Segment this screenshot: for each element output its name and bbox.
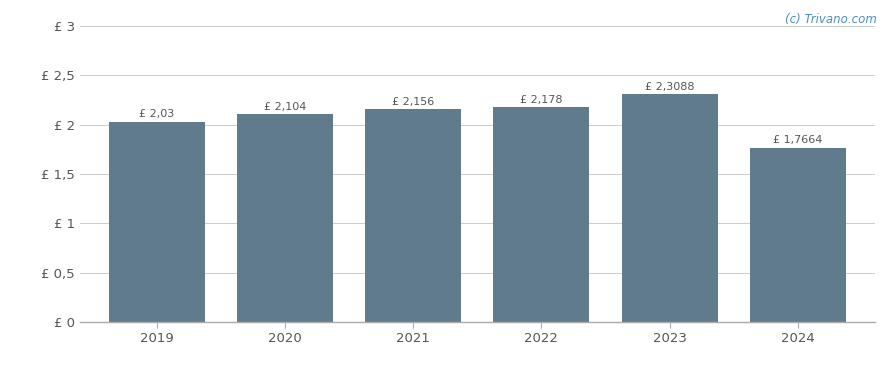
- Text: £ 1,7664: £ 1,7664: [773, 135, 822, 145]
- Bar: [749, 148, 846, 322]
- Text: £ 2,104: £ 2,104: [264, 102, 306, 112]
- Bar: [622, 94, 718, 322]
- Text: £ 2,178: £ 2,178: [520, 95, 563, 105]
- Text: £ 2,3088: £ 2,3088: [645, 82, 694, 92]
- Text: £ 2,156: £ 2,156: [392, 97, 434, 107]
- Bar: [237, 114, 333, 322]
- Text: (c) Trivano.com: (c) Trivano.com: [786, 13, 877, 26]
- Bar: [494, 107, 590, 322]
- Bar: [108, 122, 205, 322]
- Bar: [365, 109, 461, 322]
- Text: £ 2,03: £ 2,03: [139, 109, 174, 119]
